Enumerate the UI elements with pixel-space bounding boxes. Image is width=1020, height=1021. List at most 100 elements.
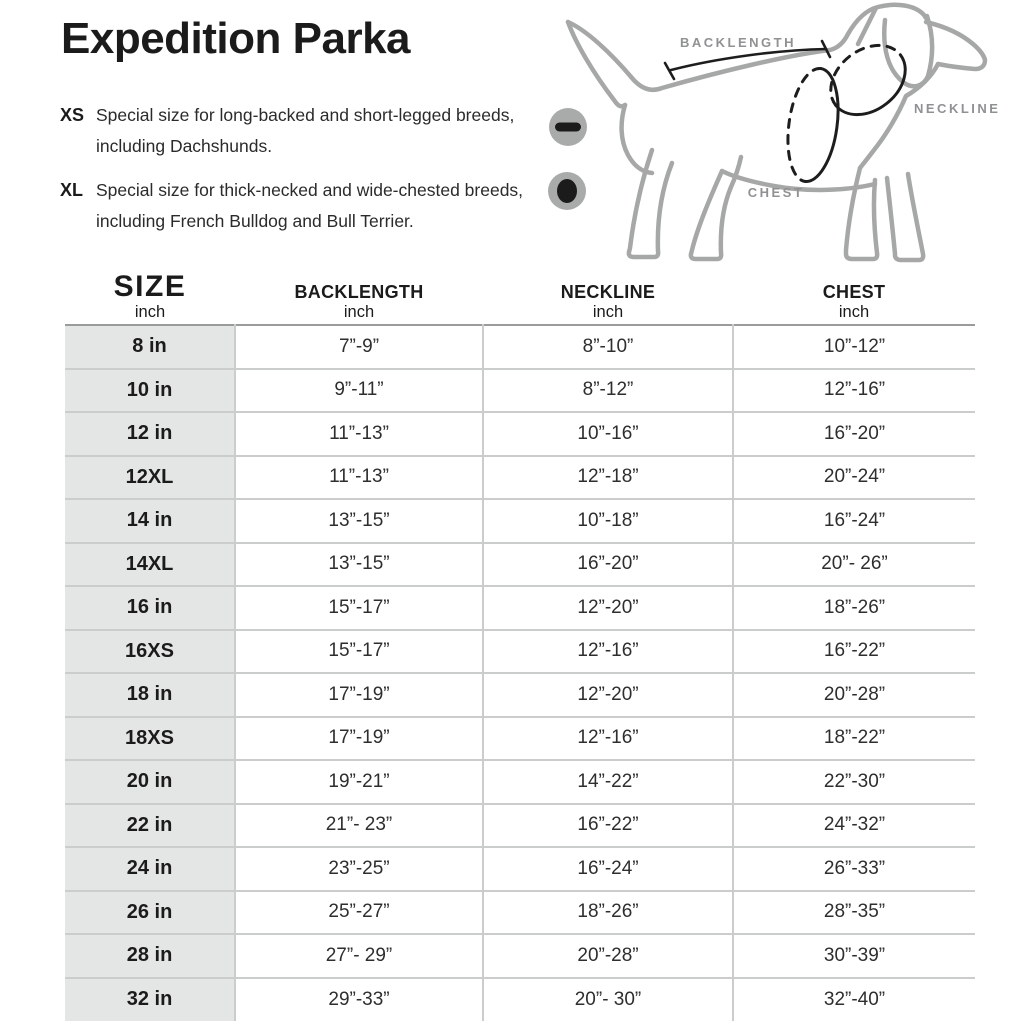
size-cell: 26 in <box>65 891 235 935</box>
size-cell: 20 in <box>65 760 235 804</box>
chest-cell: 10”-12” <box>733 325 975 369</box>
backlength-cell: 19”-21” <box>235 760 483 804</box>
chest-column-label: CHEST <box>823 283 886 303</box>
dog-measurement-diagram: BACKLENGTH NECKLINE CHEST <box>548 0 1020 268</box>
size-cell: 16XS <box>65 630 235 674</box>
neckline-diagram-label: NECKLINE <box>914 101 1000 116</box>
neckline-cell: 8”-10” <box>483 325 733 369</box>
neckline-cell: 12”-18” <box>483 456 733 500</box>
size-cell: 22 in <box>65 804 235 848</box>
size-table: SIZE inch BACKLENGTH inch NECKLINE inch … <box>65 270 975 1021</box>
chest-cell: 16”-20” <box>733 412 975 456</box>
note-xl-text: Special size for thick-necked and wide-c… <box>96 175 526 237</box>
column-header-size: SIZE inch <box>65 270 235 326</box>
backlength-cell: 13”-15” <box>235 543 483 587</box>
note-xl: XL Special size for thick-necked and wid… <box>60 175 530 237</box>
neckline-cell: 12”-20” <box>483 673 733 717</box>
neckline-cell: 20”-28” <box>483 934 733 978</box>
note-xs-text: Special size for long-backed and short-l… <box>96 100 526 162</box>
chest-cell: 20”-28” <box>733 673 975 717</box>
neckline-cell: 12”-20” <box>483 586 733 630</box>
size-cell: 16 in <box>65 586 235 630</box>
backlength-cell: 29”-33” <box>235 978 483 1021</box>
size-cell: 18XS <box>65 717 235 761</box>
neckline-cell: 16”-22” <box>483 804 733 848</box>
chest-cell: 16”-24” <box>733 499 975 543</box>
chest-cell: 20”- 26” <box>733 543 975 587</box>
size-cell: 32 in <box>65 978 235 1021</box>
backlength-cell: 11”-13” <box>235 456 483 500</box>
dot-marker-icon <box>548 172 586 210</box>
note-xl-label: XL <box>60 175 96 237</box>
neckline-cell: 14”-22” <box>483 760 733 804</box>
neckline-cell: 12”-16” <box>483 630 733 674</box>
size-cell: 14 in <box>65 499 235 543</box>
backlength-cell: 13”-15” <box>235 499 483 543</box>
backlength-column-unit: inch <box>344 303 374 322</box>
neckline-cell: 10”-18” <box>483 499 733 543</box>
backlength-cell: 27”- 29” <box>235 934 483 978</box>
backlength-cell: 23”-25” <box>235 847 483 891</box>
page-title: Expedition Parka <box>61 14 410 64</box>
chest-cell: 32”-40” <box>733 978 975 1021</box>
backlength-cell: 11”-13” <box>235 412 483 456</box>
neckline-column-unit: inch <box>593 303 623 322</box>
column-header-backlength: BACKLENGTH inch <box>235 270 483 326</box>
size-notes: XS Special size for long-backed and shor… <box>60 100 530 250</box>
chest-cell: 16”-22” <box>733 630 975 674</box>
backlength-diagram-label: BACKLENGTH <box>680 35 796 50</box>
chest-cell: 24”-32” <box>733 804 975 848</box>
neckline-cell: 16”-24” <box>483 847 733 891</box>
note-xs-label: XS <box>60 100 96 162</box>
size-cell: 12 in <box>65 412 235 456</box>
neckline-cell: 10”-16” <box>483 412 733 456</box>
backlength-column-label: BACKLENGTH <box>295 283 424 303</box>
backlength-cell: 9”-11” <box>235 369 483 413</box>
backlength-cell: 7”-9” <box>235 325 483 369</box>
chest-cell: 20”-24” <box>733 456 975 500</box>
backlength-cell: 17”-19” <box>235 717 483 761</box>
chest-cell: 26”-33” <box>733 847 975 891</box>
backlength-cell: 25”-27” <box>235 891 483 935</box>
size-cell: 8 in <box>65 325 235 369</box>
chest-cell: 18”-26” <box>733 586 975 630</box>
size-cell: 24 in <box>65 847 235 891</box>
backlength-cell: 15”-17” <box>235 586 483 630</box>
neckline-cell: 12”-16” <box>483 717 733 761</box>
note-xs: XS Special size for long-backed and shor… <box>60 100 530 162</box>
backlength-cell: 17”-19” <box>235 673 483 717</box>
chest-cell: 18”-22” <box>733 717 975 761</box>
chest-cell: 30”-39” <box>733 934 975 978</box>
size-cell: 18 in <box>65 673 235 717</box>
neckline-cell: 18”-26” <box>483 891 733 935</box>
neckline-cell: 8”-12” <box>483 369 733 413</box>
size-column-unit: inch <box>135 303 165 322</box>
backlength-cell: 15”-17” <box>235 630 483 674</box>
chest-cell: 28”-35” <box>733 891 975 935</box>
chest-column-unit: inch <box>839 303 869 322</box>
bar-marker-icon <box>549 108 587 146</box>
size-table-header: SIZE inch BACKLENGTH inch NECKLINE inch … <box>65 270 975 324</box>
chest-measure-ring <box>781 65 844 185</box>
chest-cell: 22”-30” <box>733 760 975 804</box>
dog-diagram-svg: BACKLENGTH NECKLINE CHEST <box>548 0 1020 268</box>
neckline-column-label: NECKLINE <box>561 283 655 303</box>
size-cell: 14XL <box>65 543 235 587</box>
size-cell: 12XL <box>65 456 235 500</box>
